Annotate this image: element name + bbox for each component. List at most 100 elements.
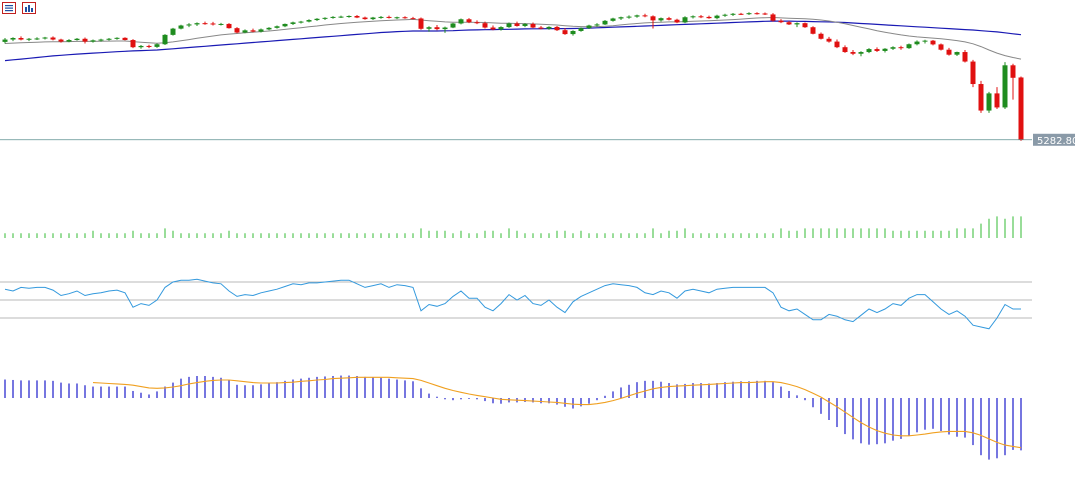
candle [26,37,32,42]
candle-body [882,48,888,51]
candle-body [442,27,448,30]
candle [498,26,504,31]
candle [922,39,928,44]
candle [850,50,856,56]
candle-body [538,27,544,29]
candle [642,13,648,18]
chart-properties-icon[interactable] [22,2,36,14]
candle [138,45,144,49]
candle [218,22,224,26]
candle [466,18,472,24]
candle [930,40,936,46]
candle [154,43,160,48]
candle-body [66,40,72,42]
candle-body [386,16,392,18]
candle-body [202,23,208,25]
candle-body [514,23,520,26]
candle [898,45,904,50]
candle-body [330,16,336,18]
candle-body [10,37,16,40]
candle [290,21,296,26]
candle-body [426,27,432,29]
ma-fast-line [4,16,1022,60]
candle [258,28,264,33]
candle [1010,63,1016,100]
candle-body [946,49,952,55]
candle [410,16,416,20]
candle [994,87,1000,109]
candle-body [298,21,304,23]
candle-body [162,34,168,45]
candle-body [474,22,480,24]
candle [82,37,88,44]
candle-body [18,37,24,40]
candle [1002,62,1008,109]
candle-body [106,38,112,40]
candle [522,23,528,28]
candle [962,50,968,63]
candle [786,20,792,26]
candle-body [122,37,128,41]
candle [794,22,800,28]
candle [330,16,336,19]
candle [682,16,688,24]
candle-body [746,13,752,15]
candle-body [898,47,904,49]
candle [170,27,176,36]
candle-body [26,38,32,40]
candle [882,48,888,53]
candle [1018,76,1024,141]
candle-body [266,27,272,30]
candle [250,28,256,33]
ma-slow-layer [4,20,1022,62]
candle [546,26,552,30]
candle-body [466,19,472,23]
candle-body [506,23,512,28]
candle-body [410,18,416,20]
candle-body [1010,65,1016,78]
candle-body [730,13,736,15]
candle [130,39,136,49]
candle-body [858,52,864,54]
macd-signal-line [92,376,1022,449]
candle [234,27,240,34]
candle [834,39,840,49]
candles-layer [2,12,1024,141]
candle-body [146,45,152,47]
candle [802,22,808,28]
candle [770,13,776,22]
candle-body [922,40,928,42]
candle [386,15,392,19]
candle-body [170,28,176,35]
candle [426,26,432,32]
candle-body [562,30,568,35]
chart-list-icon[interactable] [2,2,16,14]
candle [674,18,680,24]
candle [282,23,288,28]
candle-body [866,49,872,53]
candle [506,22,512,28]
candle-body [42,37,48,39]
candle [146,44,152,49]
candle-body [970,61,976,85]
candle [490,25,496,31]
candle [746,12,752,16]
candle-body [194,23,200,25]
candle [714,14,720,20]
candle [594,23,600,27]
candle [514,21,520,27]
candle [322,17,328,21]
candle-body [962,52,968,62]
candle [186,23,192,28]
candle [162,34,168,46]
candle [474,20,480,25]
candle-body [154,44,160,47]
candle [946,47,952,56]
candle-body [754,13,760,15]
candle [402,16,408,19]
candle [538,25,544,30]
candle-body [986,93,992,111]
candle-body [1002,65,1008,108]
candle-body [458,19,464,24]
